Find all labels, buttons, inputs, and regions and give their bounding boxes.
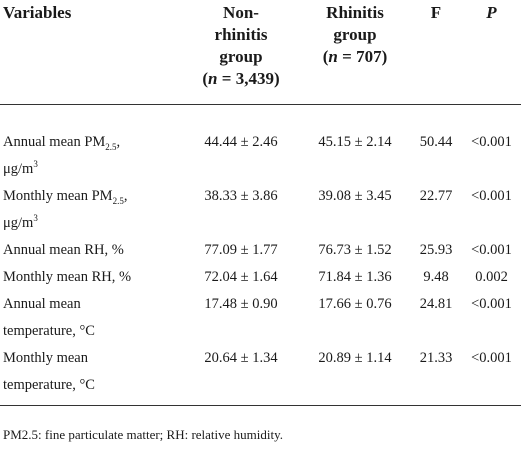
row-variable-text: temperature, °C — [3, 376, 95, 393]
cell-f: 9.48 — [423, 268, 449, 285]
table-row: Annual mean PM2.5, μg/m3 44.44 ± 2.46 45… — [0, 104, 521, 183]
row-variable: Monthly mean RH, % — [3, 268, 132, 285]
table-body: Annual mean PM2.5, μg/m3 44.44 ± 2.46 45… — [0, 104, 521, 405]
cell-non-rhinitis: 72.04 ± 1.64 — [204, 268, 278, 285]
row-variable-superscript: 3 — [33, 212, 38, 223]
table-header: Variables Non- rhinitis group (n = 3,439… — [0, 0, 521, 105]
row-variable: Annual mean PM2.5, μg/m3 — [0, 104, 182, 183]
header-rhinitis-line1: Rhinitis — [326, 3, 384, 22]
header-p: P — [462, 0, 521, 105]
cell-non-rhinitis: 44.44 ± 2.46 — [204, 133, 278, 150]
table-row: Monthly mean RH, % 72.04 ± 1.64 71.84 ± … — [0, 264, 521, 291]
cell-f: 25.93 — [419, 241, 453, 258]
header-rhinitis-line2: group — [333, 25, 377, 44]
header-non-rhinitis-group: Non- rhinitis group (n = 3,439) — [182, 0, 300, 105]
row-variable-text: Annual mean PM — [3, 133, 106, 150]
cell-p: <0.001 — [471, 295, 512, 312]
row-variable-subscript: 2.5 — [112, 195, 124, 206]
table-footnote: PM2.5: fine particulate matter; RH: rela… — [3, 427, 284, 442]
header-variables: Variables — [0, 0, 182, 105]
row-variable: Monthly mean PM2.5, μg/m3 — [0, 183, 182, 237]
comparison-table: Variables Non- rhinitis group (n = 3,439… — [0, 0, 521, 405]
header-f: F — [410, 0, 462, 105]
cell-rhinitis: 17.66 ± 0.76 — [318, 295, 392, 312]
cell-p: <0.001 — [471, 349, 512, 366]
data-table-container: Variables Non- rhinitis group (n = 3,439… — [0, 0, 521, 405]
header-rhinitis-n-prefix: ( — [322, 47, 329, 66]
table-row: Annual mean RH, % 77.09 ± 1.77 76.73 ± 1… — [0, 237, 521, 264]
cell-f: 21.33 — [419, 349, 453, 366]
cell-rhinitis: 20.89 ± 1.14 — [318, 349, 392, 366]
header-non-rhinitis-line1: Non- — [223, 3, 259, 22]
table-row: Annual mean temperature, °C 17.48 ± 0.90… — [0, 291, 521, 345]
row-variable-superscript: 3 — [33, 158, 38, 169]
header-non-rhinitis-line2: rhinitis — [214, 25, 268, 44]
cell-rhinitis: 45.15 ± 2.14 — [318, 133, 392, 150]
row-variable-text: Annual mean — [3, 295, 81, 312]
row-variable-unit: μg/m — [3, 214, 34, 231]
cell-f: 24.81 — [419, 295, 453, 312]
row-variable-text: temperature, °C — [3, 322, 95, 339]
row-variable-unit: μg/m — [3, 160, 34, 177]
cell-rhinitis: 71.84 ± 1.36 — [318, 268, 392, 285]
header-non-rhinitis-n-var: n — [208, 69, 218, 88]
cell-f: 22.77 — [419, 187, 453, 204]
row-variable-text: , — [123, 187, 128, 204]
row-variable: Annual mean temperature, °C — [0, 291, 182, 345]
row-variable: Monthly mean temperature, °C — [0, 345, 182, 406]
cell-rhinitis: 39.08 ± 3.45 — [318, 187, 392, 204]
cell-f: 50.44 — [419, 133, 453, 150]
cell-p: <0.001 — [471, 187, 512, 204]
cell-non-rhinitis: 17.48 ± 0.90 — [204, 295, 278, 312]
header-rhinitis-group: Rhinitis group (n = 707) — [300, 0, 410, 105]
cell-rhinitis: 76.73 ± 1.52 — [318, 241, 392, 258]
row-variable: Annual mean RH, % — [3, 241, 124, 258]
table-row: Monthly mean PM2.5, μg/m3 38.33 ± 3.86 3… — [0, 183, 521, 237]
header-non-rhinitis-line3: group — [219, 47, 263, 66]
row-variable-text: Monthly mean PM — [3, 187, 113, 204]
table-row: Monthly mean temperature, °C 20.64 ± 1.3… — [0, 345, 521, 406]
header-rhinitis-n-var: n — [328, 47, 338, 66]
cell-non-rhinitis: 38.33 ± 3.86 — [204, 187, 278, 204]
header-non-rhinitis-n-prefix: ( — [202, 69, 209, 88]
header-row: Variables Non- rhinitis group (n = 3,439… — [0, 0, 521, 105]
cell-p: 0.002 — [475, 268, 508, 285]
header-non-rhinitis-n-value: = 3,439) — [217, 69, 280, 88]
cell-non-rhinitis: 20.64 ± 1.34 — [204, 349, 278, 366]
cell-p: <0.001 — [471, 241, 512, 258]
row-variable-text: Monthly mean — [3, 349, 88, 366]
cell-p: <0.001 — [471, 133, 512, 150]
header-rhinitis-n-value: = 707) — [337, 47, 388, 66]
cell-non-rhinitis: 77.09 ± 1.77 — [204, 241, 278, 258]
row-variable-text: , — [116, 133, 121, 150]
row-variable-subscript: 2.5 — [105, 141, 117, 152]
